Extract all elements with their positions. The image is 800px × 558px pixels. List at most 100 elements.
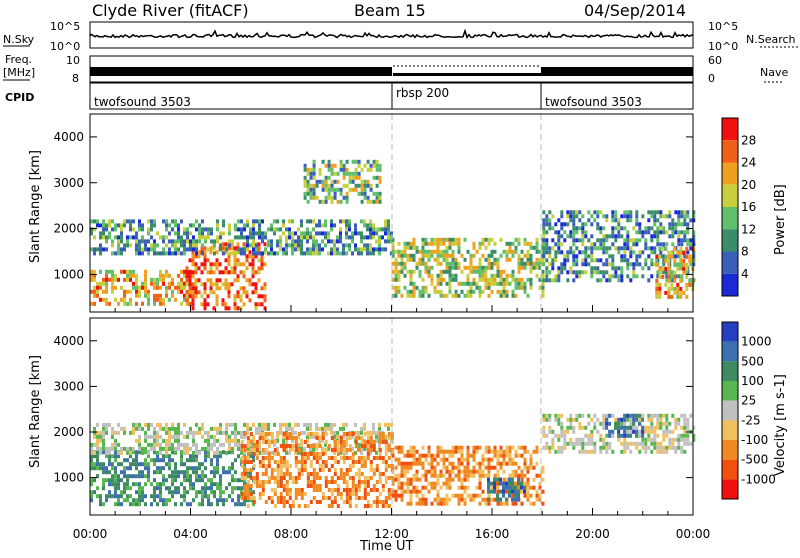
echo-cell [445,261,449,266]
echo-cell [215,302,219,307]
echo-cell [207,478,210,483]
echo-cell [683,429,687,434]
echo-cell [123,219,126,224]
echo-cell [578,274,582,279]
echo-cell [403,481,407,486]
echo-cell [270,488,274,492]
echo-cell [508,449,512,454]
echo-cell [677,214,681,219]
colorbar-swatch [722,207,738,230]
echo-cell [472,473,476,478]
echo-cell [499,237,503,242]
echo-cell [330,239,333,244]
cpid-segment-3: twofsound 3503 [545,95,642,109]
echo-cell [572,254,576,259]
echo-cell [659,230,663,235]
echo-cell [366,500,370,504]
echo-cell [602,417,606,422]
echo-cell [557,230,561,235]
echo-cell [676,262,680,267]
echo-cell [611,449,615,454]
echo-cell [261,492,265,496]
echo-cell [168,281,171,286]
echo-cell [638,441,642,446]
echo-cell [641,445,645,450]
echo-cell [248,278,252,283]
echo-cell [685,282,689,287]
echo-cell [240,486,243,491]
echo-cell [192,486,195,491]
echo-cell [451,249,455,254]
echo-cell [472,457,476,462]
echo-cell [487,465,491,470]
echo-cell [354,247,357,252]
echo-cell [147,478,150,483]
echo-cell [692,210,696,215]
echo-cell [505,249,509,254]
echo-cell [96,219,99,224]
echo-cell [138,486,141,491]
echo-cell [168,490,171,495]
echo-cell [366,199,370,204]
echo-cell [551,437,555,442]
echo-cell [120,247,123,252]
echo-cell [674,226,678,231]
echo-cell [614,274,618,279]
echo-cell [312,163,316,168]
echo-cell [427,449,431,454]
echo-cell [117,482,120,487]
echo-cell [195,227,198,232]
echo-cell [321,496,325,500]
echo-cell [442,497,446,502]
echo-cell [177,289,180,294]
echo-cell [545,413,549,418]
echo-cell [366,430,369,435]
echo-cell [348,504,352,508]
echo-cell [629,441,633,446]
echo-cell [629,254,633,259]
echo-cell [655,262,659,267]
echo-cell [209,246,213,251]
echo-cell [387,235,390,240]
echo-cell [150,227,153,232]
echo-cell [366,179,370,184]
echo-cell [677,218,681,223]
echo-cell [345,167,349,172]
echo-cell [391,477,395,482]
echo-cell [526,489,530,494]
echo-cell [517,265,521,270]
echo-cell [653,425,657,430]
freq-tick-bottom: 8 [72,72,79,85]
echo-cell [165,446,168,451]
echo-cell [487,293,491,298]
echo-cell [111,462,114,467]
echo-cell [141,450,144,455]
echo-cell [258,426,261,431]
echo-cell [240,235,243,240]
echo-cell [454,289,458,294]
echo-cell [514,473,518,478]
echo-cell [584,250,588,255]
echo-cell [523,493,527,498]
echo-cell [333,480,337,484]
echo-cell [433,473,437,478]
echo-cell [505,253,509,258]
echo-cell [671,226,675,231]
echo-cell [282,504,286,508]
echo-cell [207,454,210,459]
echo-cell [153,490,156,495]
echo-cell [120,426,123,431]
echo-cell [387,464,391,468]
echo-cell [135,458,138,463]
echo-cell [93,490,96,495]
echo-cell [306,239,309,244]
echo-cell [194,262,198,267]
echo-cell [210,462,213,467]
echo-cell [656,238,660,243]
echo-cell [233,298,237,303]
echo-cell [436,453,440,458]
echo-cell [180,235,183,240]
echo-cell [572,238,576,243]
echo-cell [276,476,280,480]
